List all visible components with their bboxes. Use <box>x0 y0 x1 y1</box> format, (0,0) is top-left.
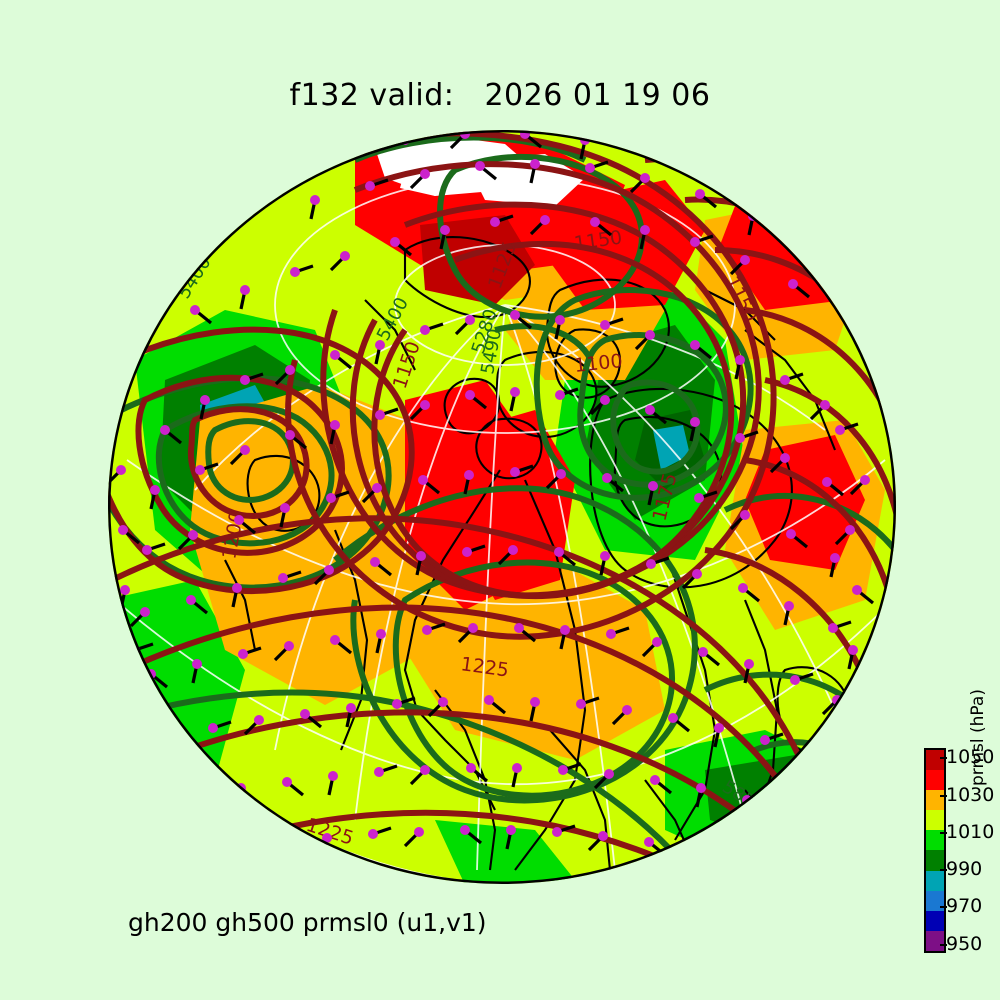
colorbar-segment <box>926 830 944 851</box>
colorbar-segment <box>926 750 944 771</box>
gh200-label-1175: 1175 <box>672 130 723 156</box>
colorbar-tick-label: 1050 <box>939 746 995 769</box>
orthographic-globe: 5400 5280 5400 5490 5850 <box>105 130 900 890</box>
colorbar <box>924 748 946 953</box>
colorbar-ticks: 1050 1030 1010 990 970 950 <box>939 740 1000 965</box>
colorbar-segment <box>926 870 944 891</box>
page-title: f132 valid: 2026 01 19 06 <box>289 78 711 113</box>
field-list-caption: gh200 gh500 prmsl0 (u1,v1) <box>128 908 487 937</box>
colorbar-segment <box>926 770 944 791</box>
colorbar-tick-label: 950 <box>939 932 983 955</box>
globe-canvas: 5400 5280 5400 5490 5850 <box>108 130 896 884</box>
colorbar-tick-label: 1030 <box>939 783 995 806</box>
globe-outline <box>108 130 896 884</box>
colorbar-axis-label: prmsl (hPa) <box>968 689 988 786</box>
colorbar-tick-label: 970 <box>939 895 983 918</box>
gh200-label-1100: 1100 <box>573 350 623 377</box>
colorbar-segment <box>926 890 944 911</box>
colorbar-segment <box>926 910 944 931</box>
colorbar-segment <box>926 930 944 951</box>
colorbar-tick-label: 990 <box>939 858 983 881</box>
colorbar-segment <box>926 850 944 871</box>
colorbar-segment <box>926 810 944 831</box>
colorbar-tick-label: 1010 <box>939 820 995 843</box>
colorbar-segment <box>926 790 944 811</box>
